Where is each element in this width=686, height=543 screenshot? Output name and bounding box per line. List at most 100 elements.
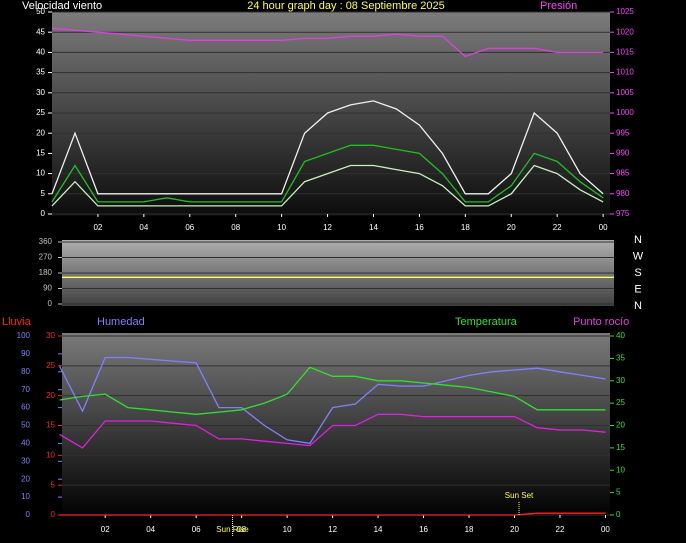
y-tick-label: 10 bbox=[21, 492, 30, 501]
x-tick-label: 04 bbox=[146, 525, 155, 534]
y2-tick-label: 1005 bbox=[616, 88, 634, 97]
y2-tick-label: 25 bbox=[616, 398, 625, 407]
y-tick-label: 25 bbox=[36, 108, 45, 117]
y-tick-label: 0 bbox=[41, 209, 46, 218]
x-tick-label: 20 bbox=[510, 525, 519, 534]
legend-label: Humedad bbox=[97, 316, 145, 328]
y3-tick-label: 0 bbox=[51, 510, 56, 519]
y-tick-label: 270 bbox=[39, 253, 53, 262]
y2-tick-label: 985 bbox=[616, 169, 630, 178]
x-tick-label: 00 bbox=[599, 223, 608, 232]
y2-tick-label: 980 bbox=[616, 189, 630, 198]
y-tick-label: 35 bbox=[36, 68, 45, 77]
y-tick-label: 90 bbox=[43, 284, 52, 293]
y3-tick-label: 25 bbox=[46, 361, 55, 370]
y-tick-label: 40 bbox=[36, 48, 45, 57]
x-tick-label: 14 bbox=[374, 525, 383, 534]
x-tick-label: 02 bbox=[101, 525, 110, 534]
y-tick-label: 40 bbox=[21, 439, 30, 448]
compass-label: W bbox=[633, 250, 644, 262]
series-line bbox=[51, 100, 604, 195]
x-tick-label: 02 bbox=[93, 223, 102, 232]
y2-tick-label: 1020 bbox=[616, 27, 634, 36]
series-line bbox=[59, 356, 606, 445]
x-tick-label: 06 bbox=[192, 525, 201, 534]
legend-label: Lluvia bbox=[2, 316, 32, 328]
y2-tick-label: 995 bbox=[616, 128, 630, 137]
y-tick-label: 100 bbox=[17, 331, 31, 340]
annotation: Sun Rise bbox=[216, 525, 249, 534]
y2-tick-label: 40 bbox=[616, 331, 625, 340]
y2-tick-label: 975 bbox=[616, 209, 630, 218]
y-axis-title: Velocidad viento bbox=[22, 0, 102, 12]
x-tick-label: 06 bbox=[185, 223, 194, 232]
y-tick-label: 360 bbox=[39, 237, 53, 246]
y2-tick-label: 1000 bbox=[616, 108, 634, 117]
x-tick-label: 16 bbox=[415, 223, 424, 232]
y-tick-label: 90 bbox=[21, 349, 30, 358]
x-tick-label: 14 bbox=[369, 223, 378, 232]
x-tick-label: 22 bbox=[556, 525, 565, 534]
y-tick-label: 50 bbox=[36, 7, 45, 16]
y-tick-label: 30 bbox=[21, 456, 30, 465]
x-tick-label: 22 bbox=[553, 223, 562, 232]
plot-bg bbox=[52, 12, 610, 216]
y-tick-label: 15 bbox=[36, 149, 45, 158]
compass-label: E bbox=[634, 283, 641, 295]
y3-tick-label: 10 bbox=[46, 450, 55, 459]
series-line bbox=[51, 144, 604, 203]
y2-tick-label: 990 bbox=[616, 149, 630, 158]
y-tick-label: 80 bbox=[21, 367, 30, 376]
x-tick-label: 12 bbox=[323, 223, 332, 232]
x-tick-label: 04 bbox=[139, 223, 148, 232]
x-tick-label: 10 bbox=[283, 525, 292, 534]
y-tick-label: 10 bbox=[36, 169, 45, 178]
x-tick-label: 16 bbox=[419, 525, 428, 534]
x-tick-label: 12 bbox=[328, 525, 337, 534]
series-line bbox=[51, 27, 604, 58]
y-tick-label: 30 bbox=[36, 88, 45, 97]
series-line bbox=[59, 512, 606, 516]
y-tick-label: 70 bbox=[21, 385, 30, 394]
y3-tick-label: 20 bbox=[46, 391, 55, 400]
y2-axis-title: Presión bbox=[540, 0, 577, 12]
y3-tick-label: 5 bbox=[51, 480, 56, 489]
y-tick-label: 0 bbox=[26, 510, 31, 519]
y2-tick-label: 35 bbox=[616, 353, 625, 362]
y-tick-label: 180 bbox=[39, 268, 53, 277]
y-tick-label: 0 bbox=[48, 299, 53, 308]
y-tick-label: 5 bbox=[41, 189, 46, 198]
y2-tick-label: 1025 bbox=[616, 7, 634, 16]
chart-title: 24 hour graph day : 08 Septiembre 2025 bbox=[247, 0, 445, 12]
x-tick-label: 18 bbox=[461, 223, 470, 232]
legend-label: Punto rocío bbox=[573, 316, 629, 328]
annotation: Sun Set bbox=[505, 491, 534, 500]
x-tick-label: 08 bbox=[237, 525, 246, 534]
y-tick-label: 50 bbox=[21, 421, 30, 430]
y2-tick-label: 1015 bbox=[616, 48, 634, 57]
x-tick-label: 08 bbox=[231, 223, 240, 232]
compass-label: N bbox=[634, 234, 642, 246]
y-tick-label: 20 bbox=[21, 474, 30, 483]
y2-tick-label: 30 bbox=[616, 376, 625, 385]
x-tick-label: 00 bbox=[601, 525, 610, 534]
x-tick-label: 18 bbox=[465, 525, 474, 534]
legend-label: Temperatura bbox=[455, 316, 518, 328]
series-line bbox=[51, 164, 604, 207]
compass-label: S bbox=[634, 267, 641, 279]
y2-tick-label: 5 bbox=[616, 488, 621, 497]
y-tick-label: 60 bbox=[21, 403, 30, 412]
compass-label: N bbox=[634, 300, 642, 312]
y3-tick-label: 30 bbox=[46, 331, 55, 340]
y-tick-label: 20 bbox=[36, 128, 45, 137]
y2-tick-label: 20 bbox=[616, 421, 625, 430]
y2-tick-label: 10 bbox=[616, 465, 625, 474]
y-tick-label: 45 bbox=[36, 27, 45, 36]
series-line bbox=[59, 366, 606, 415]
y2-tick-label: 1010 bbox=[616, 68, 634, 77]
x-tick-label: 10 bbox=[277, 223, 286, 232]
series-line bbox=[59, 413, 606, 449]
y3-tick-label: 15 bbox=[46, 421, 55, 430]
y2-tick-label: 15 bbox=[616, 443, 625, 452]
